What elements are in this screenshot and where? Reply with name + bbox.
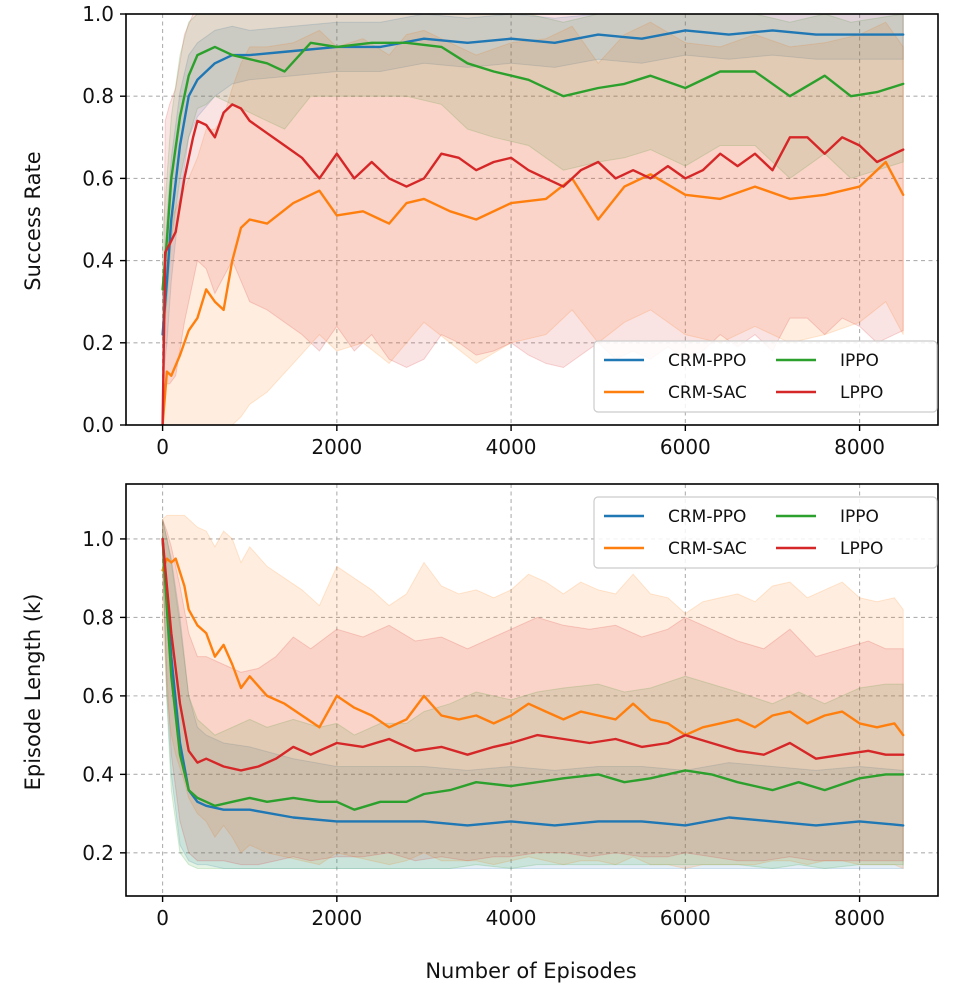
legend-label-crm-ppo: CRM-PPO [668, 351, 746, 371]
band-ippo [162, 519, 904, 870]
legend-label-ippo: IPPO [840, 507, 879, 527]
legend: CRM-PPO CRM-SAC IPPO LPPO [593, 496, 938, 569]
band-crm-sac [162, 514, 904, 870]
episode-length-panel: 0 2000 4000 6000 80000.20.40.60.81.0CRM-PPOC… [21, 483, 939, 930]
series-line-crm-sac [161, 557, 905, 737]
legend-label-ippo: IPPO [840, 351, 879, 371]
legend-label-crm-sac: CRM-SAC [668, 383, 747, 403]
legend-box [593, 496, 938, 569]
success-rate-panel: 0 2000 4000 6000 8000 0.0 0.2 0.4 0.6 0.8 1.0 CRM-P… [21, 2, 939, 459]
x-tick-label: 4000 [486, 906, 537, 930]
y-tick-label: 0.6 [82, 684, 114, 708]
band-lppo [162, 519, 904, 866]
y-tick-label: 1.0 [82, 527, 114, 551]
series-line-lppo [161, 103, 905, 425]
y-tick-label: 0.8 [82, 605, 114, 629]
band-crm-ppo [162, 14, 904, 384]
y-tick-label: 0.4 [82, 249, 114, 273]
x-tick-label: 0 [156, 906, 169, 930]
y-tick-label: 1.0 [82, 2, 114, 26]
legend-label-crm-ppo: CRM-PPO [668, 507, 746, 527]
plot-frame [125, 483, 939, 897]
band-crm-ppo [162, 519, 904, 869]
plot-frame [125, 13, 939, 426]
series-line-ippo [161, 41, 905, 291]
legend: CRM-PPO CRM-SAC IPPO LPPO [593, 340, 938, 413]
x-tick-label: 2000 [311, 435, 362, 459]
x-tick-label: 8000 [834, 435, 885, 459]
legend-label-lppo: LPPO [840, 539, 883, 559]
y-tick-label: 0.2 [82, 841, 114, 865]
x-axis-title: Number of Episodes [425, 959, 636, 983]
y-tick-label: 0.4 [82, 762, 114, 786]
x-tick-label: 0 [156, 435, 169, 459]
x-tick-label: 4000 [486, 435, 537, 459]
x-tick-label: 8000 [834, 906, 885, 930]
series-line-crm-sac [161, 160, 905, 425]
y-axis-title-top: Success Rate [21, 151, 45, 290]
y-tick-label: 0.8 [82, 84, 114, 108]
band-ippo [162, 14, 904, 343]
band-crm-sac [162, 21, 904, 425]
y-tick-label: 0.2 [82, 331, 114, 355]
band-lppo [162, 14, 904, 425]
legend-box [593, 340, 938, 413]
legend-label-crm-sac: CRM-SAC [668, 539, 747, 559]
series-line-lppo [161, 537, 905, 772]
y-tick-label: 0.0 [82, 413, 114, 437]
y-tick-label: 0.6 [82, 166, 114, 190]
x-tick-label: 6000 [660, 906, 711, 930]
series-line-ippo [161, 537, 905, 811]
legend-label-lppo: LPPO [840, 383, 883, 403]
y-axis-title-bottom: Episode Length (k) [21, 594, 45, 791]
x-tick-label: 2000 [311, 906, 362, 930]
x-tick-label: 6000 [660, 435, 711, 459]
